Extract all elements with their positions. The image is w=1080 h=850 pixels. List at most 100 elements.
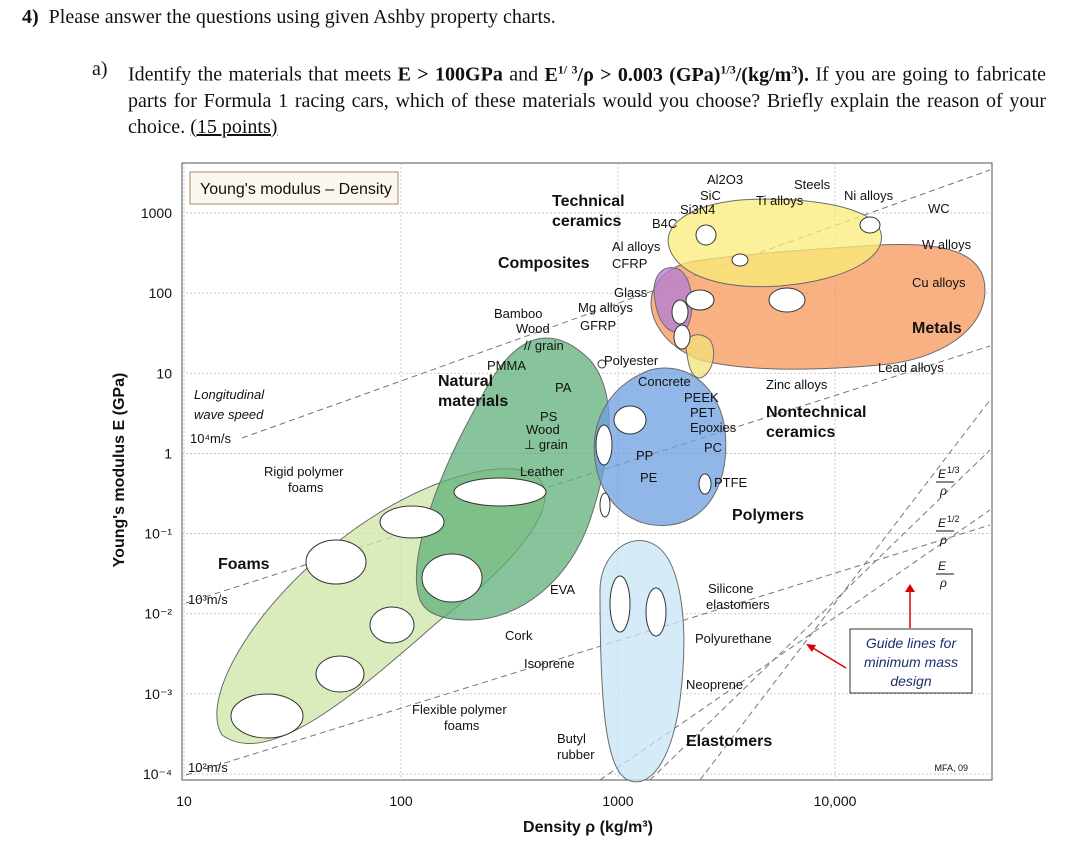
material-label: PEEK [684,390,719,405]
family-label-metals: Metals [912,320,962,337]
material-bubble [599,492,611,518]
material-label: EVA [550,582,575,597]
chart-axes: 10 100 1000 10,000 1000 100 10 1 10⁻¹ 10⁻² 10⁻³ 10⁻… [111,205,857,836]
condition-2: E1/ 3/ρ > 0.003 (GPa)1/3/(kg/m3). [544,62,809,86]
wave-speed-label: wave speed [194,407,264,422]
material-label: elastomers [706,597,770,612]
part-label: a) [92,58,108,80]
material-label: Silicone [708,581,754,596]
material-label: B4C [652,216,677,231]
guide-line [599,509,991,781]
guide-line-label: E [938,559,947,573]
y-tick-label: 100 [149,285,173,301]
credit-label: MFA, 09 [934,763,968,773]
material-bubble [379,505,445,539]
chart-title: Young's modulus – Density [200,181,392,198]
material-label: CFRP [612,256,647,271]
material-bubble [685,289,715,311]
family-label-elastomers: Elastomers [686,733,772,750]
guide-arrow-head [806,644,816,652]
y-tick-label: 10⁻² [144,606,172,622]
material-label: Isoprene [524,656,575,671]
wave-speed-line [185,524,991,776]
guide-arrow-head [905,584,915,592]
material-label: ⊥ grain [524,437,568,452]
material-label: Ni alloys [844,188,894,203]
material-label: Mg alloys [578,300,633,315]
x-axis-label: Density ρ (kg/m³) [523,819,653,836]
guide-line-denominator: ρ [939,576,947,590]
material-bubble [453,477,547,507]
y-tick-label: 10⁻¹ [144,526,172,542]
material-label: Neoprene [686,677,743,692]
material-label: Wood [526,422,560,437]
y-tick-label: 10⁻⁴ [143,766,172,782]
material-bubble [315,655,365,693]
guide-note-box [849,628,973,694]
x-tick-label: 100 [389,793,413,809]
material-label: Al alloys [612,239,661,254]
material-label: foams [444,718,480,733]
material-label: Cork [505,628,533,643]
material-bubble [305,539,367,585]
y-tick-label: 10⁻³ [144,686,172,702]
material-bubble [859,216,881,234]
material-label: W alloys [922,237,972,252]
ceramics-envelope [667,198,882,288]
material-label: PP [636,448,653,463]
guide-line-label: E [938,467,947,481]
material-bubble [230,693,304,739]
material-label: foams [288,480,324,495]
x-tick-label: 10,000 [814,793,857,809]
material-bubble [595,424,613,466]
guide-note: design [890,673,931,689]
guide-note: minimum mass [864,654,958,670]
wave-speed-label: 10²m/s [188,760,228,775]
material-label: WC [928,201,950,216]
material-label: Concrete [638,374,691,389]
part-a-text: Identify the materials that meets E > 10… [128,62,1046,138]
material-label: Wood [516,321,550,336]
material-label: Al2O3 [707,172,743,187]
guide-line-exponent: 1/3 [947,465,960,475]
guide-line-exponent: 1/2 [947,514,960,524]
wave-speed-label: 10⁴m/s [190,431,231,446]
material-label: Bamboo [494,306,542,321]
material-label: SiC [700,188,721,203]
family-label-composites: Composites [498,255,590,272]
guide-note: Guide lines for [866,635,958,651]
material-label: Si3N4 [680,202,715,217]
question-number: 4) [22,6,39,28]
y-tick-label: 1 [164,445,172,461]
guide-line-label: E [938,516,947,530]
material-bubble [597,359,607,369]
material-label: PA [555,380,572,395]
material-label: PE [640,470,658,485]
family-label-nontechnical-ceramics: Nontechnical [766,404,866,421]
x-tick-label: 10 [176,793,192,809]
material-label: Cu alloys [912,275,966,290]
material-label: Polyurethane [695,631,772,646]
y-tick-label: 1000 [141,205,172,221]
material-bubble [671,299,689,325]
material-label: GFRP [580,318,616,333]
chart-title-box [189,171,399,205]
family-label-natural-materials: Natural [438,373,493,390]
material-label: Glass [614,285,648,300]
material-label: PS [540,409,558,424]
material-bubble [768,287,806,313]
material-bubble [695,224,717,246]
wave-speed-line [241,169,991,439]
material-bubble [609,575,631,633]
points-label: (15 points) [190,115,278,138]
material-label: Steels [794,177,831,192]
family-label-polymers: Polymers [732,507,804,524]
material-families [216,198,986,783]
wave-speed-label: Longitudinal [194,387,265,402]
material-label: Rigid polymer [264,464,344,479]
material-bubble [673,324,691,350]
family-label-nontechnical-ceramics: ceramics [766,424,835,441]
y-tick-label: 10 [156,365,172,381]
condition-1: E > 100GPa [397,63,503,86]
material-labels: Young's modulus – Density Technical cerami… [188,171,973,775]
